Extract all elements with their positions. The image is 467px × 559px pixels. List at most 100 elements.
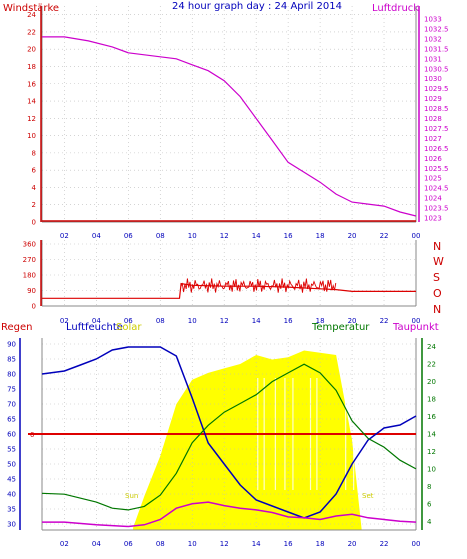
pressure-time-label-1: 04: [92, 232, 101, 240]
temperature-tick-3: 10: [427, 465, 436, 473]
wind-dir-tick-4: 0: [32, 303, 36, 311]
wind-speed-tick-3: 6: [32, 167, 37, 175]
bottom-time-label-3: 08: [156, 540, 165, 548]
pressure-tick-7: 1029.5: [424, 85, 449, 93]
temperature-tick-1: 6: [427, 500, 432, 508]
pressure-tick-3: 1031.5: [424, 45, 449, 53]
wind-dir-tick-1: 270: [23, 256, 36, 264]
wind-dir-time-label-3: 08: [156, 317, 165, 325]
pressure-tick-19: 1023.5: [424, 205, 449, 213]
pressure-time-label-10: 22: [380, 232, 389, 240]
pressure-tick-6: 1030: [424, 75, 442, 83]
wind-dir-time-label-10: 22: [380, 317, 389, 325]
pressure-tick-14: 1026: [424, 155, 442, 163]
humidity-tick-4: 50: [7, 461, 16, 469]
wind-speed-tick-2: 4: [32, 184, 37, 192]
temperature-tick-6: 16: [427, 413, 436, 421]
pressure-tick-18: 1024: [424, 195, 442, 203]
wind-dir-time-label-6: 14: [252, 317, 261, 325]
pressure-time-label-3: 08: [156, 232, 165, 240]
temperature-tick-8: 20: [427, 378, 436, 386]
humidity-axis-title: Luftfeuchte: [66, 322, 123, 333]
chart-title: 24 hour graph day : 24 April 2014: [172, 1, 342, 12]
wind-speed-tick-1: 2: [32, 201, 36, 209]
wind-dir-time-label-4: 10: [188, 317, 197, 325]
wind-speed-tick-7: 14: [27, 98, 36, 106]
wind-dir-tick-0: 360: [23, 241, 36, 249]
temperature-tick-2: 8: [427, 483, 431, 491]
humidity-tick-3: 45: [7, 476, 16, 484]
humidity-tick-5: 55: [7, 446, 16, 454]
pressure-tick-5: 1030.5: [424, 65, 449, 73]
bottom-time-label-0: 02: [60, 540, 69, 548]
pressure-tick-10: 1028: [424, 115, 442, 123]
temperature-tick-9: 22: [427, 361, 436, 369]
humidity-tick-2: 40: [7, 491, 16, 499]
pressure-tick-11: 1027.5: [424, 125, 449, 133]
compass-label-n-top: N: [433, 240, 441, 253]
humidity-tick-7: 65: [7, 416, 16, 424]
solar-axis-title: Solar: [116, 322, 142, 333]
wind-speed-tick-4: 8: [32, 149, 36, 157]
bottom-time-label-11: 00: [412, 540, 421, 548]
humidity-line: [41, 346, 417, 519]
bottom-time-label-6: 14: [252, 540, 261, 548]
wind-direction-line: [42, 282, 416, 299]
bottom-time-label-2: 06: [124, 540, 133, 548]
compass-label-s: S: [433, 271, 440, 284]
sunrise-label: Sun: [125, 492, 138, 500]
pressure-tick-20: 1023: [424, 215, 442, 223]
wind-speed-tick-0: 0: [32, 219, 36, 227]
pressure-tick-12: 1027: [424, 135, 442, 143]
pressure-time-label-5: 12: [220, 232, 229, 240]
humidity-tick-6: 60: [7, 431, 16, 439]
humidity-tick-11: 85: [7, 356, 16, 364]
wind-dir-time-label-11: 00: [412, 317, 421, 325]
wind-dir-time-label-0: 02: [60, 317, 69, 325]
pressure-time-label-6: 14: [252, 232, 261, 240]
solar-area: [133, 350, 362, 530]
temperature-tick-0: 4: [427, 518, 432, 526]
compass-label-w: W: [433, 255, 444, 268]
pressure-time-label-8: 18: [316, 232, 325, 240]
wind-dir-time-label-8: 18: [316, 317, 325, 325]
dewpoint-line: [42, 501, 417, 528]
wind-speed-tick-12: 24: [27, 11, 36, 19]
humidity-tick-10: 80: [7, 371, 16, 379]
bottom-time-label-4: 10: [188, 540, 197, 548]
bottom-time-label-7: 16: [284, 540, 293, 548]
bottom-time-label-8: 18: [316, 540, 325, 548]
wind-dir-time-label-2: 06: [124, 317, 133, 325]
rain-axis-title: Regen: [1, 322, 33, 333]
pressure-time-label-7: 16: [284, 232, 293, 240]
humidity-tick-12: 90: [7, 341, 16, 349]
temperature-tick-7: 18: [427, 396, 436, 404]
pressure-time-label-2: 06: [124, 232, 133, 240]
wind-dir-time-label-5: 12: [220, 317, 229, 325]
humidity-tick-9: 75: [7, 386, 16, 394]
temperature-tick-5: 14: [427, 431, 436, 439]
compass-label-o: O: [433, 287, 442, 300]
wind-dir-time-label-9: 20: [348, 317, 357, 325]
dewpoint-axis-title: Taupunkt: [392, 322, 439, 333]
wind-speed-tick-9: 18: [27, 63, 36, 71]
pressure-tick-17: 1024.5: [424, 185, 449, 193]
wind-dir-tick-3: 90: [27, 287, 36, 295]
pressure-tick-9: 1028.5: [424, 105, 449, 113]
bottom-time-label-10: 22: [380, 540, 389, 548]
pressure-tick-15: 1025.5: [424, 165, 449, 173]
pressure-time-label-0: 02: [60, 232, 69, 240]
wind-speed-tick-8: 16: [27, 80, 36, 88]
pressure-tick-0: 1033: [424, 16, 442, 24]
temperature-tick-4: 12: [427, 448, 436, 456]
humidity-tick-0: 30: [7, 521, 16, 529]
pressure-time-label-11: 00: [412, 232, 421, 240]
pressure-tick-13: 1026.5: [424, 145, 449, 153]
bottom-time-label-9: 20: [348, 540, 357, 548]
temperature-tick-10: 24: [427, 343, 436, 351]
pressure-axis-title: Luftdruck: [372, 3, 419, 14]
chart-dynamic-layer: 02468101214161820222410331032.510321031.…: [7, 6, 449, 548]
wind-dir-time-label-1: 04: [92, 317, 101, 325]
